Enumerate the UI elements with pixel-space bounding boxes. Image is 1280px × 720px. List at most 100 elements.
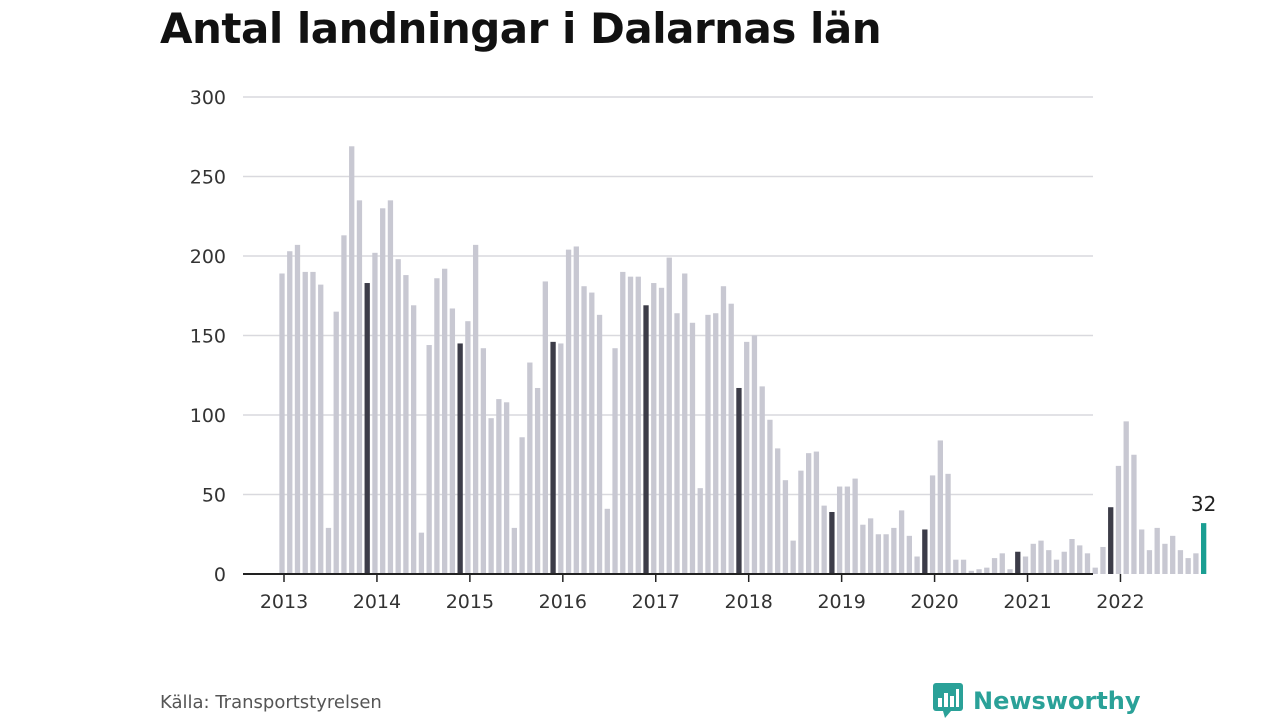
x-tick-label: 2021 [1003, 591, 1051, 613]
newsworthy-logo-icon [933, 683, 963, 718]
bar [612, 348, 618, 574]
bar [937, 440, 943, 574]
bar [1185, 558, 1191, 574]
bar [356, 200, 363, 574]
bar [1069, 539, 1075, 574]
bar [581, 286, 587, 574]
x-tick-label: 2013 [260, 591, 308, 613]
bar [751, 335, 758, 574]
brand-name: Newsworthy [973, 687, 1141, 715]
bar [341, 235, 347, 574]
bar [984, 567, 990, 574]
bar [503, 402, 510, 574]
bar [689, 322, 696, 574]
bar [658, 287, 665, 574]
bar [302, 271, 308, 574]
chart-title: Antal landningar i Dalarnas län [160, 4, 882, 53]
bar [713, 313, 719, 574]
bar [968, 570, 974, 574]
bar [1053, 559, 1060, 574]
bar [1115, 465, 1122, 574]
bar [442, 268, 448, 574]
bar [294, 244, 301, 574]
bar [914, 556, 920, 574]
x-tick-label: 2019 [817, 591, 865, 613]
bar [403, 275, 409, 574]
y-tick-label: 250 [190, 167, 226, 189]
x-tick-label: 2015 [446, 591, 494, 613]
bar [604, 508, 610, 574]
bar [511, 527, 517, 574]
bar [558, 343, 564, 574]
bar [287, 251, 293, 575]
x-tick-label: 2020 [910, 591, 958, 613]
bar [1092, 567, 1098, 574]
bar [1077, 545, 1083, 574]
y-tick-label: 150 [190, 326, 226, 348]
bar [798, 470, 804, 574]
bar [999, 553, 1005, 574]
bar [395, 259, 401, 574]
bar [829, 511, 835, 574]
x-tick-label: 2014 [353, 591, 401, 613]
bar [1100, 546, 1106, 574]
bar [596, 314, 603, 574]
bar [806, 453, 812, 574]
bar [1146, 550, 1153, 574]
bar [736, 387, 742, 574]
bar [1139, 529, 1145, 574]
bar [790, 540, 796, 574]
bar [465, 321, 471, 574]
bar [325, 527, 332, 574]
bar [333, 311, 339, 574]
bar [929, 475, 936, 574]
bar [527, 362, 533, 574]
bar [380, 208, 386, 575]
bar [1061, 551, 1067, 574]
bar [387, 200, 394, 574]
bar [860, 524, 866, 574]
bar [898, 510, 905, 574]
bar [1030, 543, 1036, 574]
bar [349, 146, 355, 575]
bar [310, 271, 316, 574]
bar [635, 276, 641, 574]
latest-value-label: 32 [1191, 492, 1216, 516]
bar [906, 535, 912, 574]
bar [844, 486, 851, 574]
bar [1084, 553, 1091, 574]
bar [1154, 527, 1160, 574]
x-tick-label: 2016 [539, 591, 587, 613]
bar [418, 532, 425, 574]
x-tick-label: 2018 [725, 591, 773, 613]
bar [1170, 535, 1176, 574]
bar [550, 341, 556, 574]
bar [697, 488, 703, 574]
bar [364, 283, 370, 574]
bar [1108, 507, 1114, 574]
bar [821, 505, 827, 574]
bar [767, 419, 773, 574]
bar [565, 249, 572, 574]
bar [991, 558, 998, 574]
bar [434, 278, 440, 574]
bar [318, 284, 324, 574]
bar [1038, 540, 1044, 574]
bar [1015, 551, 1021, 574]
bar [279, 273, 285, 574]
x-tick-label: 2022 [1096, 591, 1144, 613]
bar [643, 305, 649, 574]
brand-logo[interactable]: Newsworthy [933, 683, 1141, 719]
bar [1046, 550, 1052, 574]
bar [1131, 454, 1137, 574]
bar [620, 271, 626, 574]
bar [782, 480, 789, 574]
bar [411, 305, 417, 574]
bar [1123, 421, 1129, 574]
y-tick-label: 200 [190, 246, 226, 268]
y-tick-label: 50 [202, 485, 226, 507]
bar [457, 343, 463, 574]
bar [573, 246, 579, 574]
bar [666, 257, 672, 574]
bar [728, 303, 734, 574]
